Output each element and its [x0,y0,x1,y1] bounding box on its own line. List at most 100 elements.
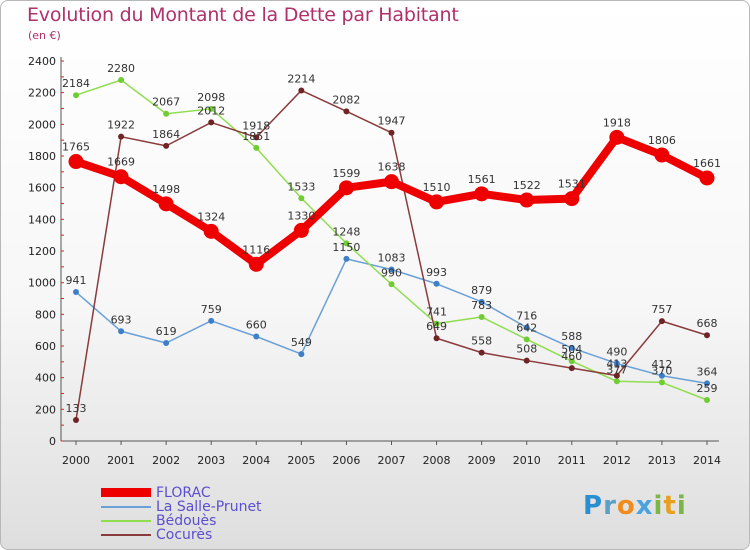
data-point [568,344,575,351]
data-label: 1864 [152,128,180,141]
data-label: 990 [381,266,402,279]
legend-label: Bédouès [156,513,217,529]
data-point [73,289,79,296]
data-point [253,134,260,141]
data-point [298,351,305,358]
x-tick-label: 2001 [107,454,135,467]
data-label: 558 [471,335,492,348]
data-point [613,372,620,379]
data-label: 2098 [197,91,225,104]
legend-swatch [101,506,151,508]
data-label: 783 [471,299,492,312]
legend-swatch [101,520,151,522]
data-label: 133 [66,402,87,415]
y-tick-label: 1400 [28,213,56,226]
logo-letter: o [616,491,636,521]
data-point [704,396,710,403]
data-point [704,380,710,387]
legend-swatch [101,488,151,497]
y-tick-label: 1200 [28,245,56,258]
data-label: 1661 [693,157,721,170]
data-label: 693 [111,313,132,326]
data-point [343,255,350,262]
data-label: 364 [697,365,718,378]
data-point [609,129,625,145]
data-label: 1324 [197,210,225,223]
data-point [388,129,395,136]
data-point [474,186,490,202]
y-tick-label: 1800 [28,150,56,163]
data-point [163,110,170,117]
data-label: 1922 [107,119,135,132]
data-label: 1510 [423,181,451,194]
data-point [478,314,485,321]
data-label: 741 [426,306,447,319]
data-label: 1638 [378,161,406,174]
data-label: 2067 [152,96,180,109]
data-label: 993 [426,266,447,279]
data-label: 370 [651,364,672,377]
data-label: 1531 [558,178,586,191]
x-tick-label: 2000 [62,454,90,467]
x-tick-label: 2004 [242,454,270,467]
y-tick-label: 1000 [28,277,56,290]
x-tick-label: 2005 [287,454,315,467]
data-point [298,87,305,94]
y-tick-label: 800 [35,308,56,321]
data-point [68,154,84,170]
data-label: 1947 [378,115,406,128]
logo-letter: r [603,491,617,521]
data-point [613,360,620,367]
data-label: 1851 [242,130,270,143]
data-point [163,142,170,149]
data-label: 2214 [287,72,315,85]
data-point [113,169,129,185]
x-tick-label: 2013 [648,454,676,467]
data-point [568,365,575,372]
data-label: 879 [471,284,492,297]
y-tick-label: 200 [35,403,56,416]
y-tick-label: 2200 [28,87,56,100]
chart-title: Evolution du Montant de la Dette par Hab… [27,4,459,26]
x-tick-label: 2009 [468,454,496,467]
data-point [613,378,620,385]
data-label: 619 [156,325,177,338]
data-point [343,240,350,247]
data-label: 1918 [242,119,270,132]
legend-swatch [101,534,151,536]
x-tick-label: 2010 [513,454,541,467]
data-label: 549 [291,336,312,349]
chart-subtitle: (en €) [28,29,61,42]
logo-letter: x [635,491,654,521]
data-label: 412 [651,358,672,371]
data-point [248,256,264,272]
data-point [253,333,260,340]
y-tick-label: 0 [49,435,56,448]
data-point [118,77,125,83]
data-point [478,349,485,356]
x-tick-label: 2003 [197,454,225,467]
data-point [338,180,354,196]
x-tick-label: 2006 [332,454,360,467]
data-label: 660 [246,319,267,332]
data-label: 716 [516,310,537,323]
data-point [343,108,350,115]
data-point [699,170,715,186]
data-point [208,317,215,324]
data-label: 1248 [332,225,360,238]
data-label: 1918 [603,116,631,129]
data-label: 1599 [332,167,360,180]
data-label: 1561 [468,173,496,186]
data-label: 2082 [332,93,360,106]
data-point [519,192,535,208]
data-point [429,194,445,210]
data-point [433,320,440,327]
data-point [384,174,399,190]
legend-label: Cocurès [156,527,213,543]
logo-letter: i [653,491,664,521]
logo-letter: t [663,491,677,521]
data-label: 1083 [378,252,406,265]
y-tick-label: 1600 [28,182,56,195]
